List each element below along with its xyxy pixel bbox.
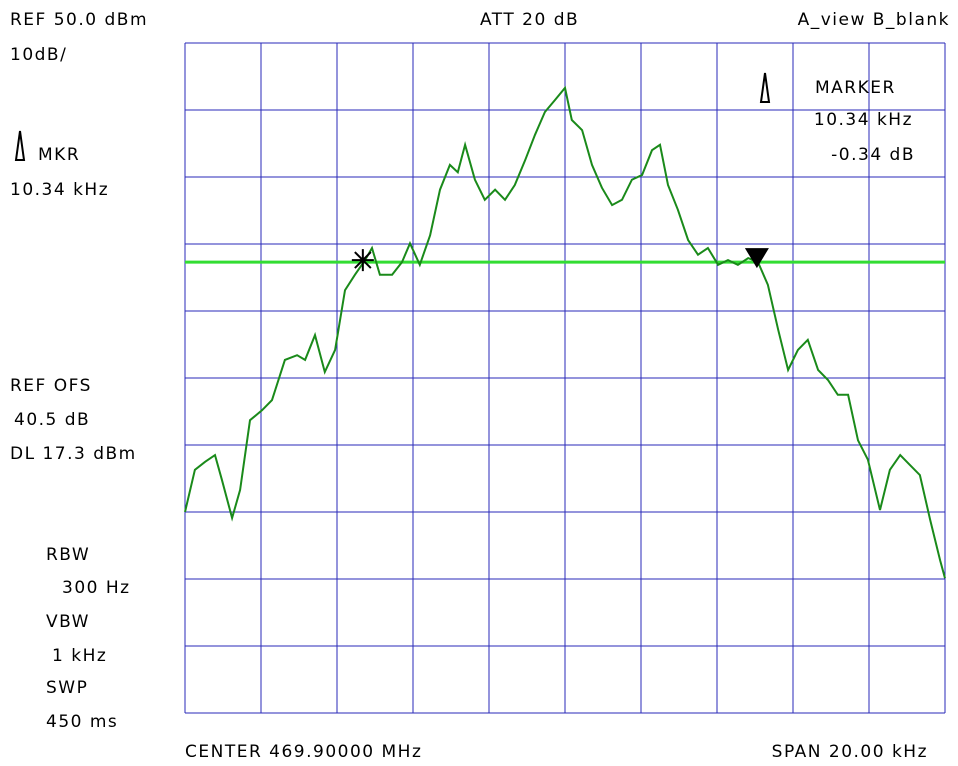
annotation: MARKER (815, 78, 896, 98)
annotation: VBW (46, 612, 90, 632)
annotation: 300 Hz (62, 578, 131, 598)
annotation: REF 50.0 dBm (10, 10, 148, 30)
annotation: 450 ms (46, 712, 118, 732)
annotation: DL 17.3 dBm (10, 444, 137, 464)
annotation: SPAN 20.00 kHz (772, 742, 928, 762)
annotation: RBW (46, 545, 90, 565)
annotation: 10.34 kHz (10, 180, 109, 200)
annotation: 40.5 dB (14, 410, 90, 430)
trace (184, 85, 946, 579)
annotation: 10dB/ (10, 45, 67, 65)
delta-icon (14, 130, 26, 161)
annotation: CENTER 469.90000 MHz (185, 742, 422, 762)
delta-icon (759, 72, 771, 103)
marker-triangle (744, 248, 769, 269)
annotation: -0.34 dB (831, 145, 915, 165)
annotation: ATT 20 dB (480, 10, 579, 30)
marker-star (351, 249, 374, 272)
annotation: A_view B_blank (798, 10, 950, 30)
annotation: SWP (46, 678, 88, 698)
annotation: MKR (38, 145, 80, 165)
annotation: 10.34 kHz (814, 110, 913, 130)
annotation: 1 kHz (52, 646, 107, 666)
annotation: REF OFS (10, 376, 92, 396)
